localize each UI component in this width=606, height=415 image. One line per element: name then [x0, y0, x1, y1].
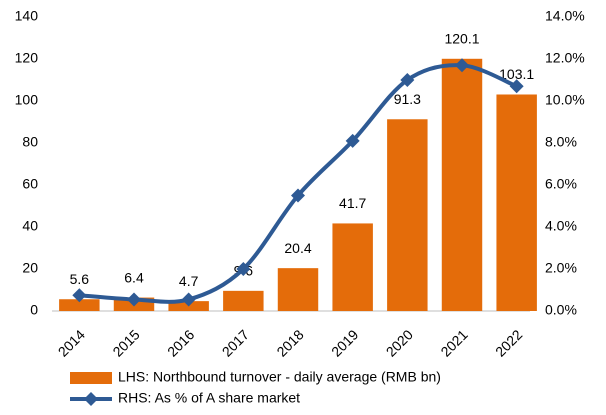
marker	[72, 288, 87, 303]
x-tick-label: 2020	[383, 326, 416, 359]
bar	[223, 290, 264, 311]
x-tick-label: 2017	[219, 326, 252, 359]
legend-label: LHS: Northbound turnover - daily average…	[118, 369, 441, 385]
y2-tick-label: 2.0%	[545, 260, 577, 276]
x-tick-label: 2014	[55, 326, 88, 359]
y-tick-label: 0	[30, 302, 38, 318]
value-label: 6.4	[124, 269, 144, 285]
marker	[181, 292, 196, 307]
marker	[236, 262, 251, 276]
marker	[345, 133, 360, 148]
value-label: 41.7	[339, 195, 366, 211]
y-tick-label: 120	[15, 50, 39, 66]
bar	[332, 223, 373, 311]
bar	[387, 119, 428, 312]
y2-tick-label: 8.0%	[545, 134, 577, 150]
x-tick-label: 2018	[273, 326, 306, 359]
marker	[127, 292, 141, 307]
bar	[441, 58, 483, 311]
y-tick-label: 60	[22, 176, 38, 192]
marker	[509, 79, 524, 94]
value-label: 5.6	[70, 271, 90, 287]
x-tick-label: 2021	[437, 326, 470, 359]
y-tick-label: 40	[22, 218, 38, 234]
legend-swatch	[70, 372, 112, 384]
bar	[496, 94, 537, 312]
x-tick-label: 2019	[328, 326, 361, 359]
value-label: 20.4	[284, 240, 311, 256]
y-tick-label: 100	[15, 92, 39, 108]
marker	[291, 188, 305, 203]
x-tick-label: 2016	[164, 326, 197, 359]
marker	[455, 58, 469, 73]
marker	[400, 73, 415, 87]
value-label: 103.1	[499, 66, 534, 82]
y-tick-label: 20	[22, 260, 38, 276]
bar	[59, 299, 100, 311]
value-label: 120.1	[444, 30, 479, 46]
y2-tick-label: 14.0%	[545, 8, 585, 24]
x-tick-label: 2022	[492, 326, 525, 359]
x-tick-label: 2015	[109, 326, 142, 359]
y-tick-label: 80	[22, 134, 38, 150]
y2-tick-label: 0.0%	[545, 302, 577, 318]
bar	[277, 268, 319, 311]
legend-label: RHS: As % of A share market	[118, 390, 300, 406]
value-label: 91.3	[394, 91, 421, 107]
y2-tick-label: 10.0%	[545, 92, 585, 108]
y2-tick-label: 6.0%	[545, 176, 577, 192]
y-tick-label: 140	[15, 8, 39, 24]
y2-tick-label: 4.0%	[545, 218, 577, 234]
y2-tick-label: 12.0%	[545, 50, 585, 66]
value-label: 4.7	[179, 273, 199, 289]
legend-marker	[84, 392, 98, 406]
